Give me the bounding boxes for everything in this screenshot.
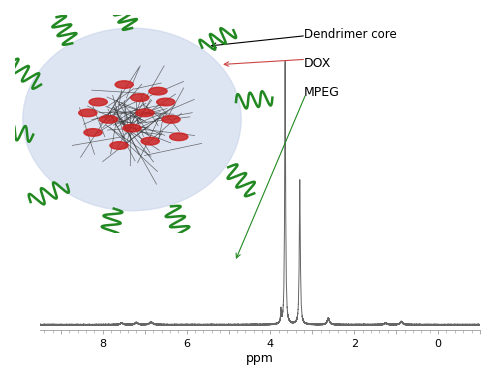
Ellipse shape xyxy=(136,109,154,117)
Ellipse shape xyxy=(115,81,134,88)
Ellipse shape xyxy=(84,129,102,136)
Circle shape xyxy=(23,28,241,211)
Ellipse shape xyxy=(162,116,180,123)
Ellipse shape xyxy=(89,98,108,106)
Text: MPEG: MPEG xyxy=(304,86,340,99)
X-axis label: ppm: ppm xyxy=(246,352,274,365)
Ellipse shape xyxy=(78,109,97,117)
Ellipse shape xyxy=(110,142,128,149)
Ellipse shape xyxy=(130,94,149,102)
Ellipse shape xyxy=(123,124,141,132)
Ellipse shape xyxy=(141,137,160,145)
Ellipse shape xyxy=(100,116,117,123)
Ellipse shape xyxy=(156,98,175,106)
Ellipse shape xyxy=(149,87,167,95)
Text: Dendrimer core: Dendrimer core xyxy=(304,28,397,41)
Text: DOX: DOX xyxy=(304,57,332,70)
Ellipse shape xyxy=(170,133,188,141)
